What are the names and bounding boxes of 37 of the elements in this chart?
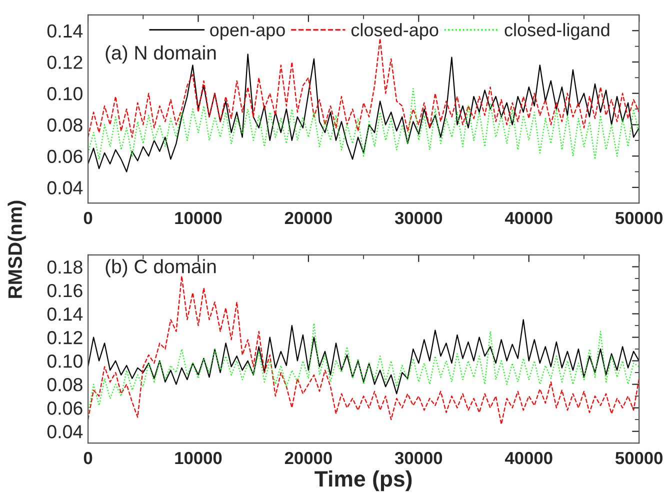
y-tick-label: 0.04 (47, 181, 83, 194)
x-tick-label: 40000 (504, 212, 552, 224)
y-tick-label: 0.14 (47, 307, 83, 321)
y-tick-label: 0.14 (47, 24, 83, 38)
x-tick-label: 10000 (175, 212, 222, 224)
x-tick-label: 30000 (394, 212, 442, 224)
line-series (88, 88, 640, 160)
line-series (88, 319, 640, 394)
x-tick-label: 10000 (175, 452, 222, 464)
y-tick-label: 0.06 (47, 150, 82, 164)
legend-label: open-apo (210, 26, 285, 40)
x-tick-label: 30000 (394, 452, 442, 464)
y-tick-label: 0.10 (47, 354, 82, 368)
y-tick-label: 0.04 (47, 425, 83, 438)
x-tick-label: 40000 (504, 452, 552, 464)
x-tick-label: 20000 (284, 452, 332, 464)
y-tick-label: 0.06 (47, 402, 82, 415)
x-tick-label: 0 (84, 212, 92, 224)
y-tick-label: 0.12 (47, 56, 82, 69)
annotation: (b) C domain (106, 259, 216, 278)
x-tick-label: 50000 (615, 452, 662, 464)
x-tick-label: 50000 (615, 212, 662, 224)
y-tick-label: 0.10 (47, 87, 82, 100)
legend-label: closed-apo (351, 23, 438, 40)
y-tick-label: 0.08 (47, 378, 82, 392)
x-tick-label: 0 (84, 452, 92, 464)
x-tick-label: 20000 (284, 212, 332, 224)
line-series (88, 276, 640, 425)
legend-label: closed-ligand (504, 23, 610, 40)
y-tick-label: 0.12 (47, 330, 82, 344)
y-tick-label: 0.16 (47, 284, 82, 298)
y-axis-title: RMSD(nm) (8, 200, 26, 298)
x-axis-title: Time (ps) (314, 470, 412, 492)
y-tick-label: 0.18 (47, 260, 82, 274)
line-series (88, 322, 640, 414)
y-tick-label: 0.08 (47, 118, 82, 132)
annotation: (a) N domain (106, 45, 216, 64)
